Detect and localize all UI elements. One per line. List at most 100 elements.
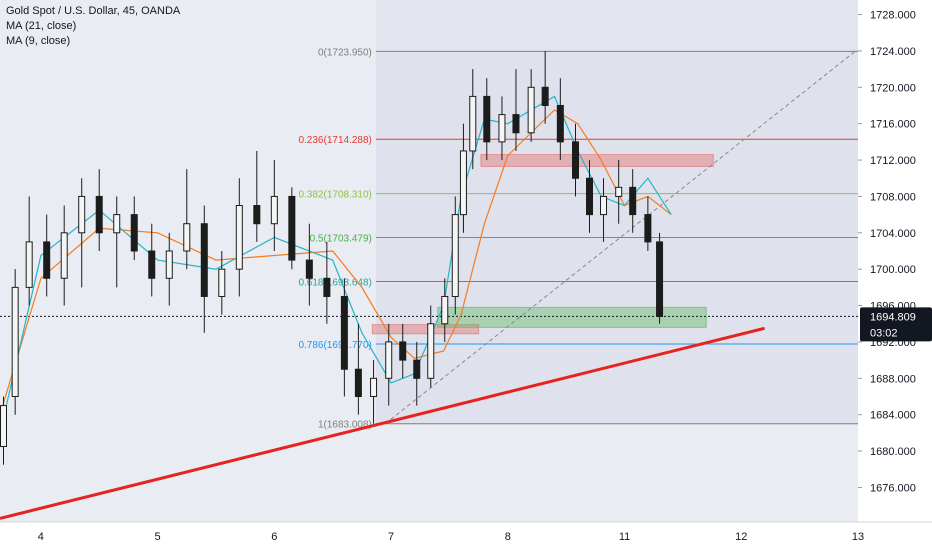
x-tick-label: 7 — [388, 531, 394, 543]
candle — [11, 269, 19, 415]
candle — [253, 150, 261, 242]
candle-body — [469, 95, 477, 152]
last-price-value: 1694.809 — [870, 311, 916, 323]
candle-body — [25, 241, 33, 288]
candle — [441, 278, 449, 342]
resistance-zone-1 — [371, 324, 480, 335]
candle — [340, 278, 348, 397]
candle — [270, 160, 278, 251]
fib-label-3: 0.5(1703.479) — [310, 234, 372, 245]
candle-body — [629, 186, 637, 216]
candle — [354, 323, 362, 415]
support-trendline — [0, 326, 765, 520]
candle-body — [113, 214, 121, 234]
fib-label-1: 0.236(1714.288) — [298, 135, 371, 146]
y-tick-label: 1700.000 — [870, 264, 916, 276]
candle — [0, 396, 8, 465]
candle-body — [11, 286, 19, 398]
candle — [527, 69, 535, 142]
candle-body — [0, 405, 8, 448]
candle-body — [656, 241, 664, 317]
candle — [399, 323, 407, 379]
candle-body — [43, 241, 51, 279]
candle — [130, 196, 138, 261]
fib-label-6: 1(1683.008) — [318, 420, 372, 431]
candle — [218, 250, 226, 315]
candle — [60, 205, 68, 306]
candle-body — [441, 295, 449, 325]
fib-label-2: 0.382(1708.310) — [298, 190, 371, 201]
candle — [459, 123, 467, 233]
candle — [43, 214, 51, 297]
candle-body — [270, 195, 278, 225]
candle-body — [498, 114, 506, 143]
candle — [95, 169, 103, 251]
candle-body — [323, 277, 331, 297]
candle — [148, 223, 156, 297]
candle — [656, 232, 664, 324]
candle — [413, 341, 421, 406]
candle — [235, 178, 243, 297]
candle-body — [165, 250, 173, 279]
candle-body — [644, 214, 652, 243]
candle — [615, 160, 623, 224]
candle-body — [615, 186, 623, 197]
candle — [200, 205, 208, 333]
candle-body — [78, 195, 86, 234]
last-price-tag — [860, 307, 932, 342]
y-tick-label: 1688.000 — [870, 373, 916, 385]
fib-trend-dashed — [384, 51, 855, 425]
x-tick-label: 5 — [155, 531, 161, 543]
candle — [385, 323, 393, 406]
candle — [305, 223, 313, 306]
chart-legend: Gold Spot / U.S. Dollar, 45, OANDA MA (2… — [6, 4, 180, 49]
y-tick-label: 1728.000 — [870, 10, 916, 22]
candle — [370, 360, 378, 424]
candle-body — [370, 377, 378, 398]
candle — [451, 196, 459, 315]
candle-body — [253, 205, 261, 225]
candle-body — [183, 223, 191, 252]
x-tick-label: 6 — [271, 531, 277, 543]
fib-label-5: 0.786(1691.770) — [298, 340, 371, 351]
candle-body — [541, 86, 549, 106]
candle-body — [413, 359, 421, 379]
candle — [600, 178, 608, 242]
candle-body — [305, 259, 313, 279]
countdown-value: 03:02 — [870, 327, 898, 339]
candle-body — [459, 150, 467, 216]
candle-body — [235, 205, 243, 270]
x-tick-label: 13 — [852, 531, 864, 543]
candle — [556, 78, 564, 161]
x-tick-label: 8 — [505, 531, 511, 543]
y-tick-label: 1720.000 — [870, 82, 916, 94]
y-tick-label: 1708.000 — [870, 191, 916, 203]
candle-body — [130, 214, 138, 252]
candle — [25, 196, 33, 306]
candle — [512, 69, 520, 151]
ma21-legend: MA (21, close) — [6, 20, 77, 32]
y-tick-label: 1724.000 — [870, 46, 916, 58]
candle-body — [148, 250, 156, 279]
candle — [644, 196, 652, 251]
y-tick-label: 1716.000 — [870, 119, 916, 131]
candle-body — [354, 368, 362, 398]
candle — [483, 78, 491, 161]
candle-body — [60, 232, 68, 279]
candle-body — [399, 341, 407, 361]
fib-label-0: 0(1723.950) — [318, 47, 372, 58]
y-tick-label: 1684.000 — [870, 410, 916, 422]
y-axis-panel — [858, 0, 932, 550]
candle-body — [427, 323, 435, 379]
x-tick-label: 12 — [735, 531, 747, 543]
candle — [165, 232, 173, 306]
candle — [113, 196, 121, 288]
x-tick-label: 11 — [619, 531, 630, 543]
candle — [288, 187, 296, 270]
ma9-legend: MA (9, close) — [6, 35, 71, 47]
candle-body — [95, 195, 103, 234]
y-tick-label: 1712.000 — [870, 155, 916, 167]
candle — [469, 69, 477, 170]
candle — [629, 169, 637, 233]
